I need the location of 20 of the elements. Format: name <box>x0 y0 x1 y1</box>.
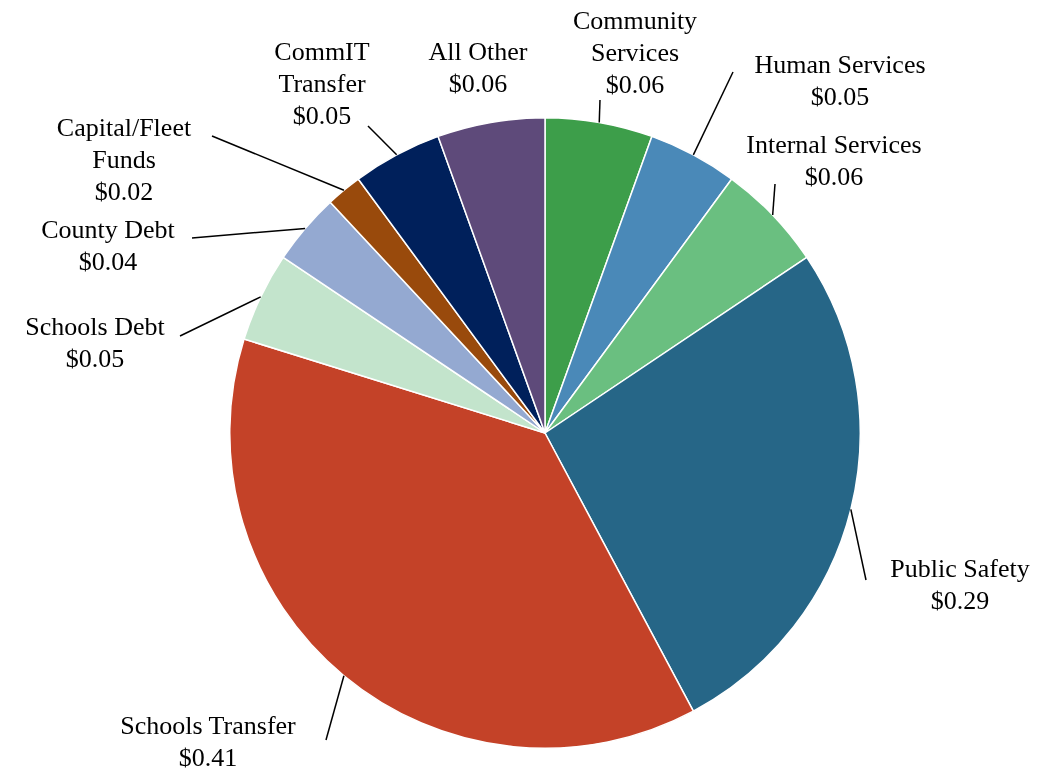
data-label: $0.05 <box>65 343 125 373</box>
data-label: $0.29 <box>930 585 990 615</box>
data-label: $0.06 <box>448 68 508 98</box>
data-label: $0.05 <box>810 81 870 111</box>
data-label: $0.02 <box>94 176 154 206</box>
slice-label: Human Services <box>754 49 926 79</box>
slice-label: County Debt <box>41 214 176 244</box>
data-label: $0.05 <box>292 100 352 130</box>
slice-label: Public Safety <box>890 553 1030 583</box>
data-label: $0.04 <box>78 246 138 276</box>
slice-label: CommIT Transfer <box>274 36 370 98</box>
slice-label: Schools Transfer <box>120 710 297 740</box>
slice-label: Capital/Fleet Funds <box>56 112 192 174</box>
slice-label: All Other <box>428 36 528 66</box>
slice-label: Community Services <box>572 5 698 67</box>
data-label: $0.06 <box>605 69 665 99</box>
data-label: $0.41 <box>178 742 238 772</box>
data-label: $0.06 <box>804 161 864 191</box>
slice-label: Schools Debt <box>25 311 166 341</box>
slice-label: Internal Services <box>746 129 922 159</box>
